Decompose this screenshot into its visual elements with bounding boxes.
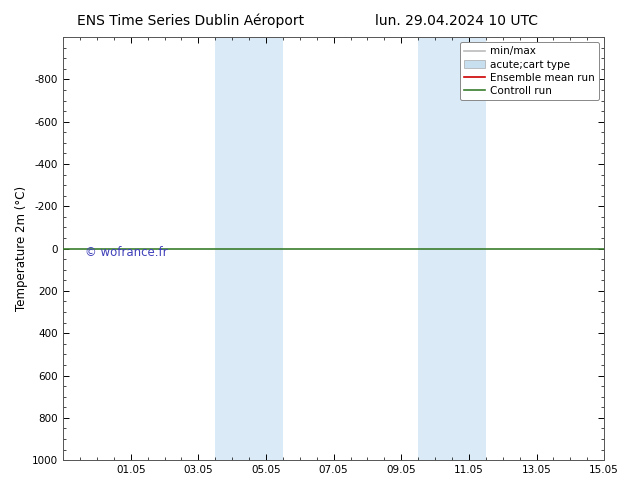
Text: lun. 29.04.2024 10 UTC: lun. 29.04.2024 10 UTC <box>375 14 538 28</box>
Text: ENS Time Series Dublin Aéroport: ENS Time Series Dublin Aéroport <box>77 14 304 28</box>
Legend: min/max, acute;cart type, Ensemble mean run, Controll run: min/max, acute;cart type, Ensemble mean … <box>460 42 599 100</box>
Y-axis label: Temperature 2m (°C): Temperature 2m (°C) <box>15 186 28 311</box>
Text: © wofrance.fr: © wofrance.fr <box>85 246 167 259</box>
Bar <box>216 37 283 460</box>
Bar <box>418 37 486 460</box>
